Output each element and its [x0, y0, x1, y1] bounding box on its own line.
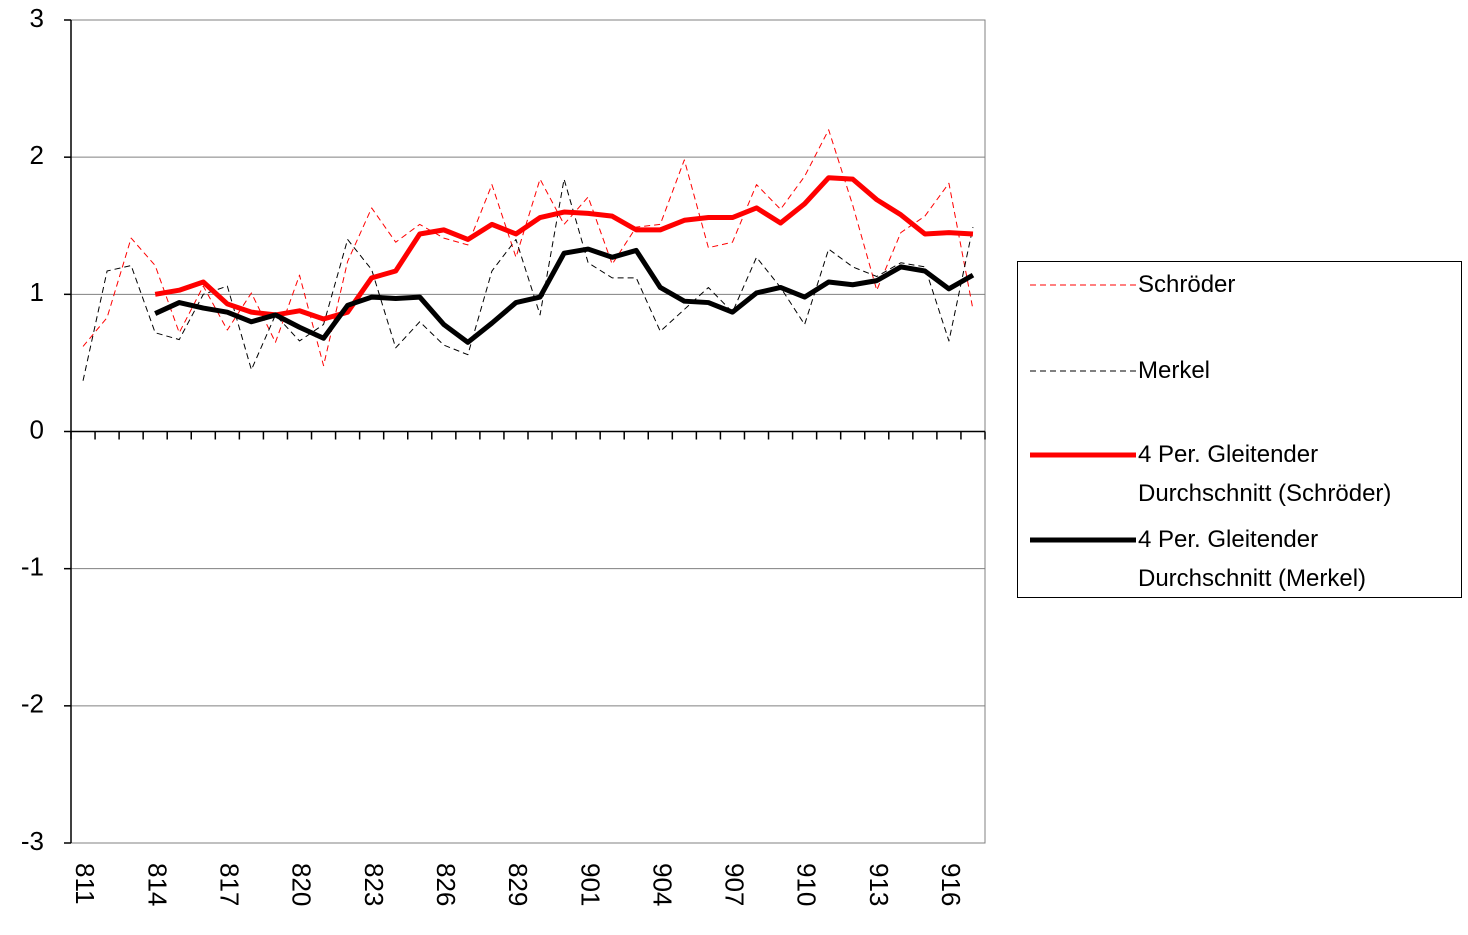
legend-entry: 4 Per. Gleitender Durchschnitt (Merkel): [1028, 525, 1458, 598]
x-tick-label: 910: [792, 863, 822, 906]
series-line: [154, 175, 974, 322]
legend-label: Merkel: [1138, 357, 1211, 384]
y-tick-label: -2: [21, 689, 44, 719]
x-tick-label: 916: [936, 863, 966, 906]
series-line: [82, 129, 974, 367]
x-tick-label: 904: [647, 863, 677, 906]
y-tick-label: -1: [21, 552, 44, 582]
x-tick-label: 829: [503, 863, 533, 906]
x-tick-label: 817: [214, 863, 244, 906]
x-tick-label: 913: [864, 863, 894, 906]
x-tick-label: 811: [70, 863, 100, 904]
x-tick-label: 826: [431, 863, 461, 906]
legend-entry: 4 Per. Gleitender Durchschnitt (Schröder…: [1028, 440, 1458, 513]
legend-entry: Schröder: [1028, 270, 1458, 304]
y-tick-label: 2: [30, 140, 44, 170]
y-tick-label: 3: [30, 3, 44, 33]
x-tick-label: 907: [720, 863, 750, 906]
legend-label: 4 Per. Gleitender Durchschnitt (Merkel): [1138, 526, 1367, 592]
x-tick-label: 820: [287, 863, 317, 906]
legend-swatch: [1030, 537, 1136, 543]
y-tick-label: -3: [21, 826, 44, 856]
legend-swatch: [1030, 284, 1136, 286]
y-tick-label: 1: [30, 277, 44, 307]
legend-entry: Merkel: [1028, 356, 1458, 390]
legend-label: 4 Per. Gleitender Durchschnitt (Schröder…: [1138, 441, 1392, 507]
series-line: [154, 246, 975, 345]
legend-swatch: [1030, 452, 1136, 458]
legend-swatch: [1030, 370, 1136, 372]
legend-label: Schröder: [1138, 271, 1236, 298]
series-line: [82, 178, 974, 381]
y-tick-label: 0: [30, 414, 44, 444]
legend: Schröder Merkel 4 Per. Gleitender Durchsch…: [1017, 261, 1462, 598]
x-tick-label: 823: [359, 863, 389, 906]
x-tick-label: 814: [142, 863, 172, 906]
x-tick-label: 901: [575, 863, 605, 906]
